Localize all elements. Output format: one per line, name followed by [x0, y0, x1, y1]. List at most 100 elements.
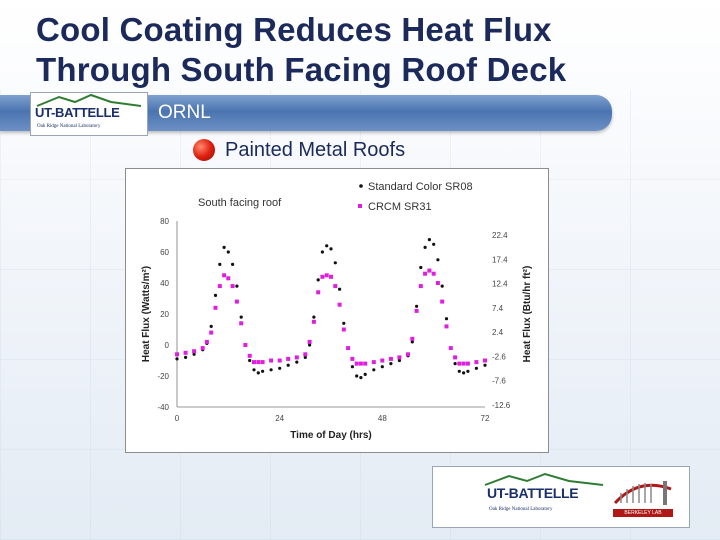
y-tick-right-label: 22.4	[492, 231, 508, 240]
y-tick-right-label: 12.4	[492, 280, 508, 289]
footer-logo-text: UT-BATTELLE	[487, 485, 579, 501]
data-point-sr31	[217, 284, 222, 289]
data-point-sr08	[462, 371, 466, 375]
data-point-sr08	[222, 245, 226, 249]
data-point-sr08	[239, 315, 243, 319]
title-line-1: Cool Coating Reduces Heat Flux	[36, 11, 552, 48]
data-point-sr31	[371, 360, 376, 365]
data-point-sr08	[410, 340, 414, 344]
footer-logo-subtext: Oak Ridge National Laboratory	[489, 507, 553, 512]
x-tick-label: 24	[275, 414, 284, 423]
data-point-sr31	[406, 352, 410, 357]
banner-label: ORNL	[158, 102, 211, 123]
data-point-sr31	[388, 356, 393, 361]
data-point-sr08	[342, 321, 346, 325]
data-point-sr08	[231, 262, 235, 266]
y-tick-left-label: -40	[157, 403, 169, 412]
x-tick-label: 72	[481, 414, 490, 423]
data-point-sr31	[286, 356, 291, 361]
data-point-sr31	[307, 339, 312, 344]
data-point-sr31	[204, 339, 209, 344]
data-point-sr08	[312, 315, 316, 319]
y-tick-left-label: 80	[160, 217, 169, 226]
data-point-sr31	[418, 284, 423, 289]
chart-annotation: South facing roof	[198, 197, 282, 209]
x-axis-label: Time of Day (hrs)	[290, 430, 372, 441]
data-point-sr31	[239, 321, 244, 326]
data-point-sr31	[350, 356, 355, 361]
bullet-icon	[193, 139, 215, 161]
data-point-sr31	[192, 349, 197, 354]
data-point-sr31	[397, 355, 402, 360]
data-point-sr08	[192, 352, 196, 356]
data-point-sr31	[346, 346, 351, 351]
y-axis-label-right: Heat Flux (Btu/hr ft²)	[522, 266, 533, 363]
legend-label-sr08: Standard Color SR08	[368, 181, 473, 193]
data-point-sr08	[427, 238, 431, 242]
data-point-sr31	[243, 343, 248, 347]
data-point-sr08	[295, 360, 299, 364]
data-point-sr08	[397, 358, 401, 363]
data-point-sr31	[427, 268, 432, 273]
data-point-sr31	[440, 299, 445, 304]
data-point-sr31	[341, 327, 346, 332]
legend: Standard Color SR08 CRCM SR31	[358, 181, 473, 213]
data-point-sr08	[355, 374, 359, 378]
data-point-sr31	[183, 350, 188, 355]
data-point-sr08	[175, 357, 179, 361]
mountain-icon	[36, 93, 142, 107]
data-point-sr08	[453, 362, 457, 366]
data-point-sr08	[363, 372, 367, 376]
data-point-sr31	[226, 276, 231, 281]
data-point-sr08	[389, 362, 393, 366]
data-point-sr31	[260, 360, 265, 365]
data-point-sr31	[320, 274, 325, 279]
data-point-sr08	[303, 355, 307, 359]
y-tick-right-label: 17.4	[492, 255, 508, 264]
data-point-sr31	[316, 290, 321, 295]
data-point-sr08	[320, 250, 324, 254]
data-point-sr31	[329, 274, 333, 279]
data-point-sr08	[350, 365, 354, 369]
y-tick-right-label: 2.4	[492, 328, 504, 337]
data-point-sr08	[226, 250, 230, 254]
y-axis-label-left: Heat Flux (Watts/m²)	[141, 266, 152, 362]
data-point-sr08	[269, 368, 273, 372]
data-point-sr08	[325, 244, 329, 248]
data-point-sr08	[213, 293, 218, 297]
y-tick-right-label: -12.6	[492, 401, 511, 410]
data-point-sr31	[234, 299, 239, 304]
y-tick-right-label: -2.6	[492, 352, 506, 361]
tick-labels: 80 60 40 20 0 -20 -40 22.4 17.4 12.4 7.4 2.4 -2.6 -7.…	[157, 217, 510, 423]
data-point-sr31	[465, 361, 470, 366]
data-point-sr31	[256, 360, 261, 365]
data-point-sr31	[269, 358, 274, 363]
data-point-sr08	[209, 324, 213, 328]
data-point-sr31	[414, 308, 419, 313]
data-point-sr31	[209, 330, 214, 335]
data-point-sr31	[333, 284, 338, 289]
data-points	[175, 238, 487, 380]
y-tick-left-label: 40	[160, 279, 169, 288]
data-point-sr08	[359, 376, 363, 380]
data-point-sr08	[466, 369, 470, 373]
data-point-sr31	[363, 361, 368, 366]
slide-title: Cool Coating Reduces Heat Flux Through S…	[36, 10, 636, 90]
data-point-sr08	[329, 247, 333, 251]
data-point-sr08	[444, 317, 449, 321]
data-point-sr08	[248, 358, 252, 363]
x-tick-label: 48	[378, 414, 387, 423]
data-point-sr08	[316, 278, 320, 282]
data-point-sr31	[252, 360, 256, 365]
legend-label-sr31: CRCM SR31	[368, 201, 432, 213]
data-point-sr08	[483, 363, 487, 367]
data-point-sr08	[218, 262, 222, 266]
logo-subtext: Oak Ridge National Laboratory	[37, 124, 101, 129]
legend-marker-sr31	[358, 204, 362, 208]
data-point-sr31	[448, 346, 453, 351]
data-point-sr31	[311, 319, 316, 324]
data-point-sr08	[380, 365, 384, 369]
data-point-sr31	[324, 273, 329, 278]
data-point-sr08	[184, 355, 188, 359]
data-point-sr31	[457, 361, 462, 366]
